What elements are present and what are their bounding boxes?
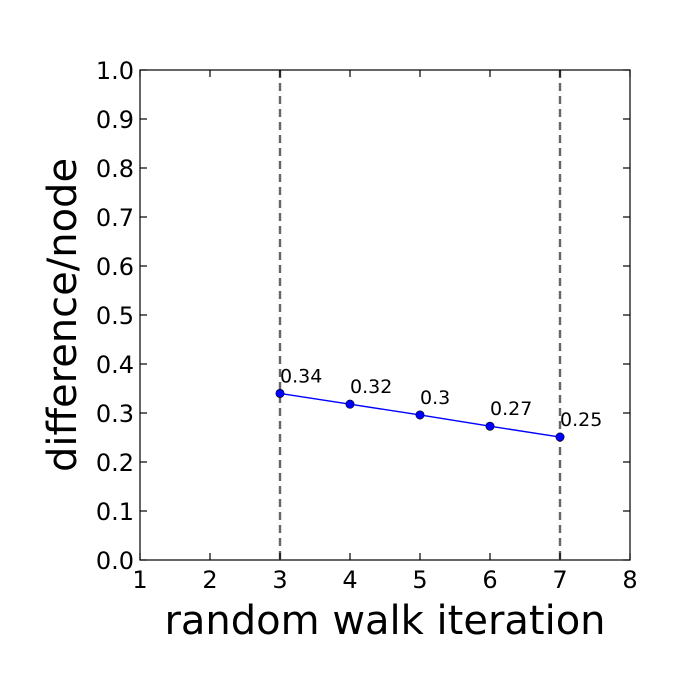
y-axis-ticks: 0.0 0.1 0.2 0.3 0.4 0.5 0.6 0.7 0.8 0.9 1.0: [96, 57, 630, 575]
x-tick-label: 6: [482, 566, 497, 594]
y-tick-label: 0.2: [96, 449, 134, 477]
y-tick-label: 0.3: [96, 400, 134, 428]
data-point: [275, 388, 285, 398]
data-point: [345, 399, 355, 409]
x-tick-label: 1: [132, 566, 147, 594]
y-tick-label: 0.6: [96, 253, 134, 281]
y-axis-title: difference/node: [40, 158, 86, 472]
series-layer: 0.34 0.32 0.3 0.27 0.25: [275, 365, 602, 442]
data-label: 0.27: [490, 398, 532, 420]
reference-lines: [278, 70, 562, 560]
x-tick-label: 7: [552, 566, 567, 594]
data-label: 0.34: [280, 365, 322, 387]
y-tick-label: 0.7: [96, 204, 134, 232]
y-tick-label: 0.5: [96, 302, 134, 330]
data-point: [485, 421, 495, 431]
x-tick-label: 4: [342, 566, 357, 594]
y-tick-label: 0.1: [96, 498, 134, 526]
y-tick-label: 1.0: [96, 57, 134, 85]
y-tick-label: 0.0: [96, 547, 134, 575]
data-label: 0.3: [420, 387, 450, 409]
data-point: [415, 410, 425, 420]
x-axis-ticks: 1 2 3 4 5 6 7 8: [132, 70, 638, 594]
data-label: 0.32: [350, 376, 392, 398]
x-tick-label: 8: [622, 566, 637, 594]
x-tick-label: 5: [412, 566, 427, 594]
y-tick-label: 0.4: [96, 351, 134, 379]
data-point: [555, 432, 565, 442]
x-tick-label: 3: [272, 566, 287, 594]
x-axis-title: random walk iteration: [164, 598, 605, 644]
data-label: 0.25: [560, 409, 602, 431]
y-tick-label: 0.9: [96, 106, 134, 134]
y-tick-label: 0.8: [96, 155, 134, 183]
x-tick-label: 2: [202, 566, 217, 594]
plot-frame: [139, 69, 631, 561]
